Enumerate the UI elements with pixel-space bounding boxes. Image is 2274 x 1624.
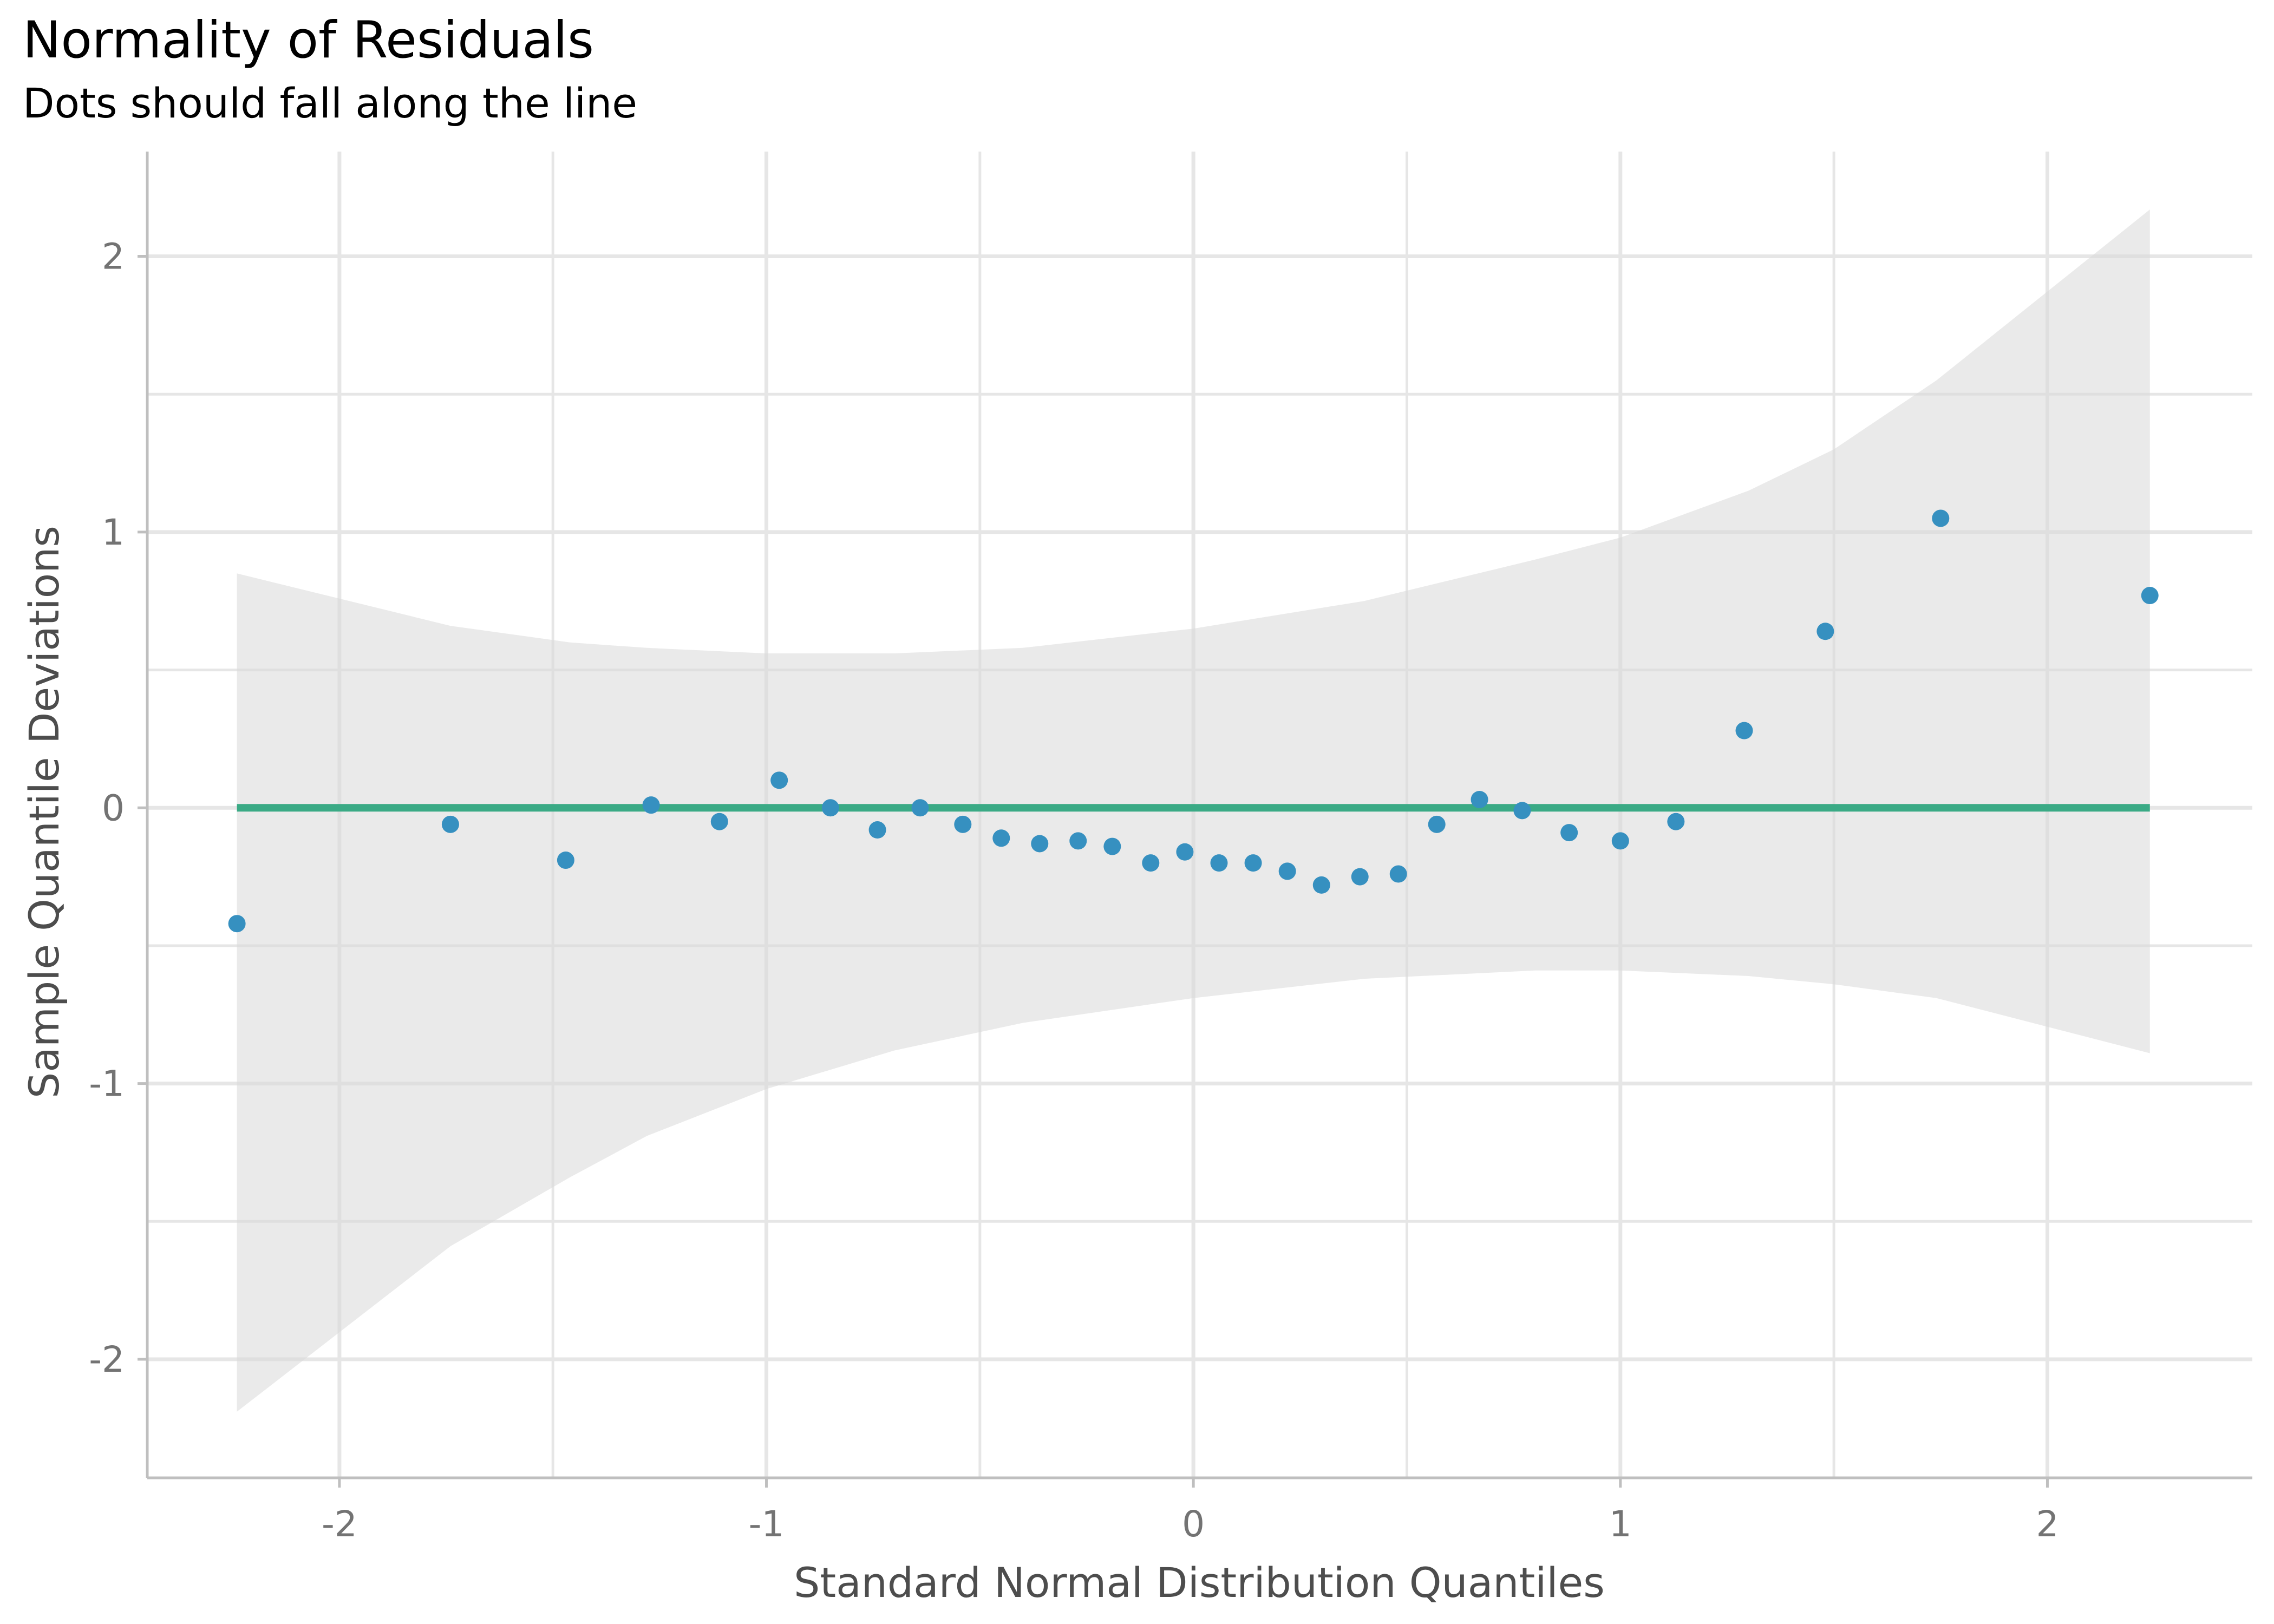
data-point	[1176, 843, 1194, 861]
data-point	[1560, 824, 1578, 842]
data-point	[1428, 815, 1446, 833]
data-point	[1244, 854, 1262, 872]
data-point	[1069, 832, 1087, 850]
y-axis-title: Sample Quantile Deviations	[20, 526, 68, 1098]
data-point	[1142, 854, 1160, 872]
x-tick-label: 2	[2036, 1503, 2059, 1545]
data-point	[1471, 790, 1488, 808]
x-tick-labels: -2 -1 0 1 2	[322, 1503, 2059, 1545]
y-tick-label: 2	[102, 236, 125, 278]
y-tick-labels: -2 -1 0 1 2	[89, 236, 125, 1380]
data-point	[821, 799, 839, 817]
x-tick-label: 0	[1182, 1503, 1205, 1545]
data-point	[557, 852, 574, 869]
data-point	[868, 821, 886, 839]
data-point	[1103, 837, 1121, 855]
data-point	[1031, 835, 1049, 853]
data-point	[1735, 722, 1753, 739]
data-point	[911, 799, 929, 817]
y-tick-label: 1	[102, 512, 125, 553]
axes	[138, 152, 2252, 1488]
chart-subtitle: Dots should fall along the line	[23, 79, 638, 127]
data-point	[228, 915, 246, 933]
data-point	[1278, 862, 1296, 880]
data-point	[1816, 623, 1834, 640]
data-point	[441, 815, 459, 833]
data-point	[1351, 868, 1369, 886]
data-point	[1389, 865, 1407, 883]
data-point	[1312, 876, 1330, 894]
x-axis-title: Standard Normal Distribution Quantiles	[794, 1558, 1605, 1607]
data-point	[1932, 509, 1950, 527]
data-point	[770, 771, 788, 789]
points-layer	[228, 509, 2159, 933]
y-tick-label: -2	[89, 1339, 125, 1380]
data-point	[1210, 854, 1228, 872]
data-point	[1611, 832, 1629, 850]
data-point	[2141, 587, 2159, 605]
x-tick-label: -1	[749, 1503, 785, 1545]
data-point	[1667, 813, 1685, 830]
data-point	[992, 829, 1010, 847]
data-point	[1513, 802, 1531, 820]
y-tick-label: -1	[89, 1063, 125, 1105]
data-point	[642, 796, 660, 814]
data-point	[954, 815, 972, 833]
y-tick-label: 0	[102, 787, 125, 829]
x-tick-label: 1	[1609, 1503, 1632, 1545]
chart-title: Normality of Residuals	[23, 11, 594, 70]
x-tick-label: -2	[322, 1503, 357, 1545]
data-point	[710, 813, 728, 830]
